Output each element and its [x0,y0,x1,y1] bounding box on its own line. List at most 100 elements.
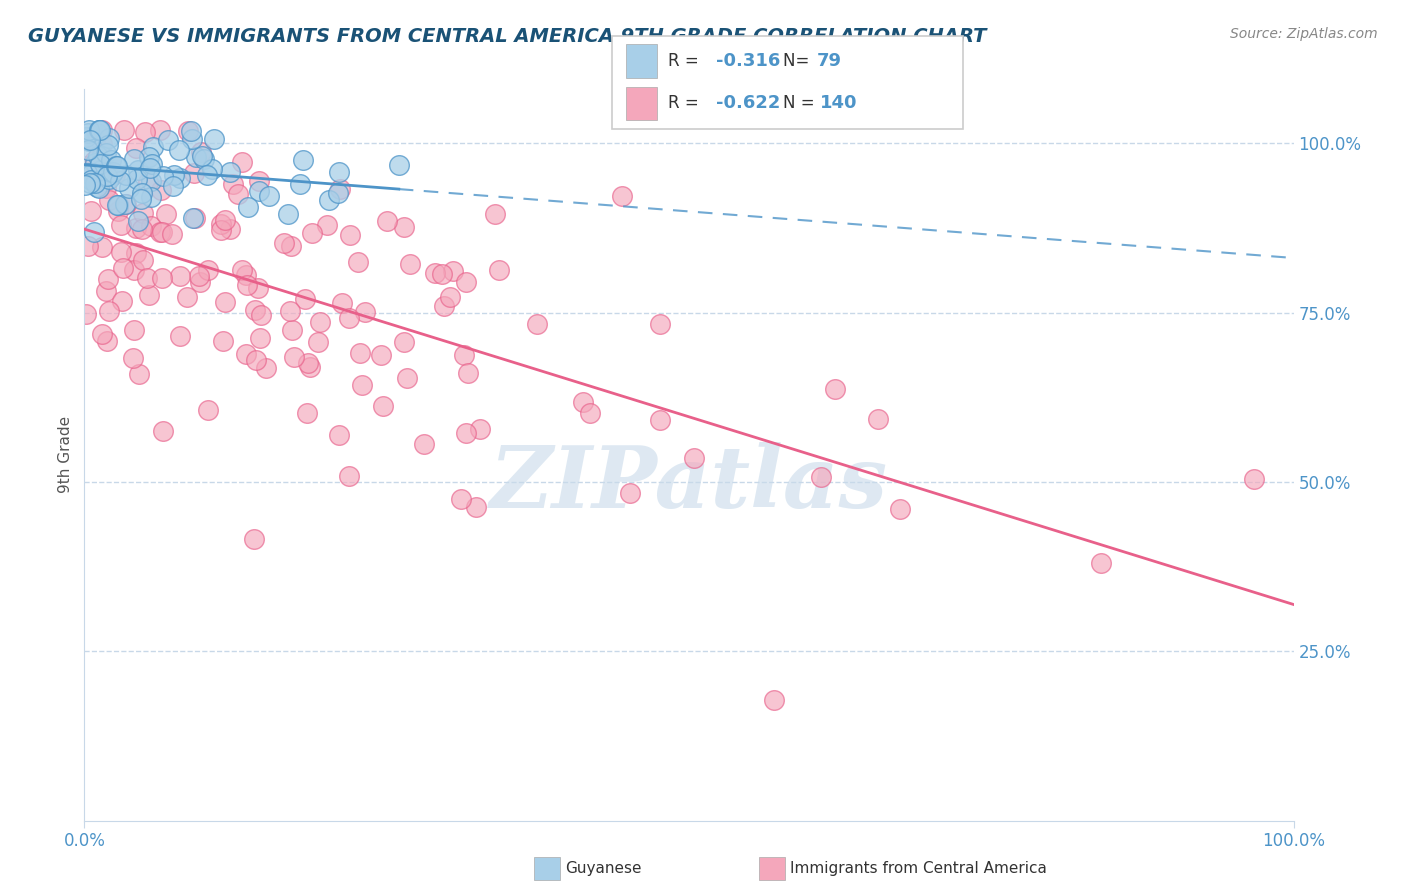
Point [197,263,219,277]
Point [125,141,148,155]
Point [763,693,786,707]
Point [150,270,173,285]
Point [131,186,153,201]
Point [399,257,422,271]
Point [128,367,150,381]
Point [100,169,122,183]
Point [105,159,128,173]
Point [353,305,375,319]
Text: Immigrants from Central America: Immigrants from Central America [790,862,1047,876]
Text: 79: 79 [817,52,842,70]
Point [439,290,461,304]
Point [235,268,257,282]
Point [91,240,114,254]
Point [457,366,479,380]
Point [682,450,704,465]
Point [176,290,198,304]
Point [97,303,120,318]
Point [112,123,135,137]
Point [273,236,295,251]
Point [139,161,162,175]
Point [236,201,259,215]
Point [453,348,475,362]
Point [219,222,242,236]
Point [125,220,148,235]
Point [84,135,107,149]
Point [193,153,215,167]
Point [87,180,110,194]
Point [235,347,257,361]
Point [301,226,323,240]
Point [195,168,218,182]
Point [75,159,97,173]
Point [450,491,472,506]
Point [183,166,205,180]
Point [79,133,101,147]
Point [141,157,163,171]
Text: Guyanese: Guyanese [565,862,641,876]
Point [349,346,371,360]
Point [83,171,105,186]
Point [648,317,671,331]
Point [75,307,97,321]
Point [89,162,111,177]
Point [571,395,593,409]
Point [810,470,832,484]
Point [117,181,139,195]
Point [247,184,270,198]
Point [135,271,157,285]
Point [167,143,190,157]
Point [184,149,207,163]
Point [107,203,129,218]
Point [236,278,259,293]
Point [297,356,319,370]
Point [104,167,127,181]
Point [169,171,191,186]
Point [191,149,214,163]
Point [87,149,110,163]
Point [245,302,267,317]
Point [337,469,360,483]
Point [180,132,202,146]
Point [889,501,911,516]
Point [465,500,488,514]
Point [188,268,211,283]
Point [277,207,299,221]
Point [330,295,353,310]
Point [211,334,233,348]
Point [1090,557,1112,571]
Point [169,268,191,283]
Y-axis label: 9th Grade: 9th Grade [58,417,73,493]
Point [122,153,145,167]
Point [619,485,641,500]
Point [76,126,98,140]
Point [86,179,108,194]
Point [468,422,491,436]
Point [228,187,250,202]
Point [329,182,352,196]
Point [138,288,160,302]
Point [134,125,156,139]
Point [432,267,454,281]
Point [610,189,633,203]
Point [75,130,97,145]
Point [150,225,173,239]
Point [281,324,304,338]
Point [83,154,105,169]
Point [249,308,271,322]
Point [91,326,114,341]
Point [94,146,117,161]
Point [97,272,120,286]
Point [456,275,478,289]
Point [488,263,510,277]
Point [136,176,159,190]
Point [392,220,415,235]
Point [100,153,122,167]
Point [163,168,186,182]
Point [76,144,98,158]
Point [413,437,436,451]
Point [124,262,146,277]
Point [94,181,117,195]
Point [90,123,112,137]
Point [188,275,211,289]
